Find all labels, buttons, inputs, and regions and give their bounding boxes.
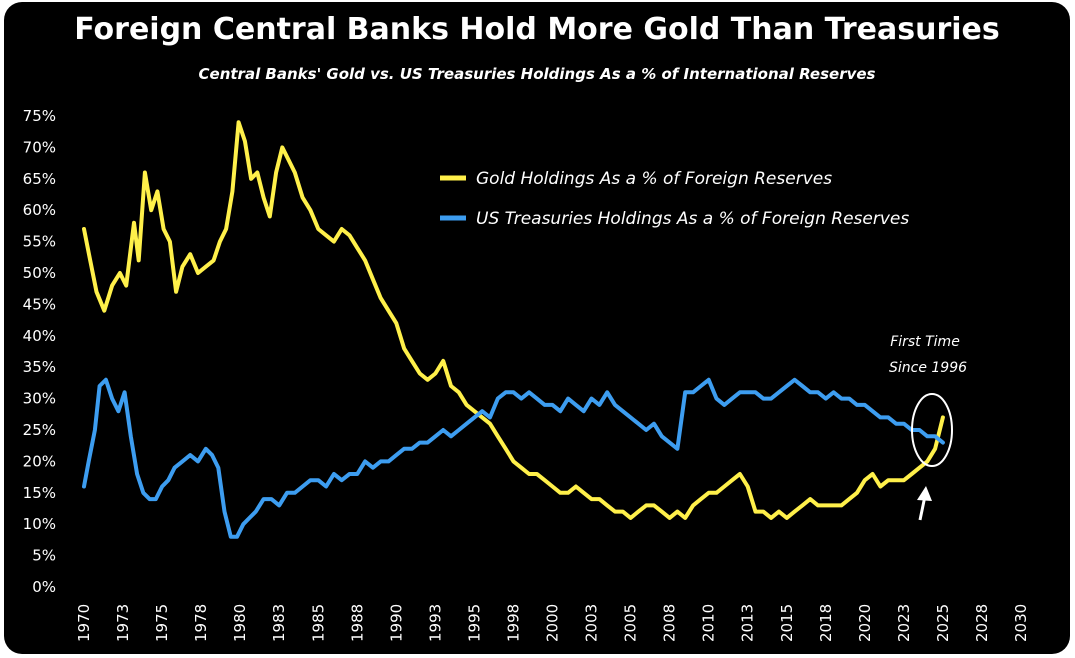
x-tick-label: 1970 xyxy=(75,604,93,642)
x-tick-label: 2010 xyxy=(700,604,718,642)
arrow-head xyxy=(917,486,932,501)
x-tick-label: 2005 xyxy=(622,604,640,642)
x-tick-label: 1990 xyxy=(387,604,405,642)
x-tick-label: 2023 xyxy=(895,604,913,642)
x-tick-label: 2000 xyxy=(544,604,562,642)
x-tick-label: 1988 xyxy=(348,604,366,642)
x-tick-label: 1995 xyxy=(465,604,483,642)
chart-panel: Foreign Central Banks Hold More Gold Tha… xyxy=(4,2,1070,654)
y-tick-label: 45% xyxy=(23,295,56,313)
y-tick-label: 35% xyxy=(23,358,56,376)
y-tick-label: 55% xyxy=(23,233,56,251)
legend-label-treasuries: US Treasuries Holdings As a % of Foreign… xyxy=(476,209,909,229)
x-tick-label: 2008 xyxy=(661,604,679,642)
legend-label-gold: Gold Holdings As a % of Foreign Reserves xyxy=(476,169,832,189)
x-tick-label: 1978 xyxy=(192,604,210,642)
x-tick-label: 1980 xyxy=(231,604,249,642)
y-tick-label: 10% xyxy=(23,515,56,533)
x-tick-label: 1975 xyxy=(153,604,171,642)
x-tick-label: 2025 xyxy=(934,604,952,642)
gold-series-line xyxy=(82,120,945,520)
y-tick-label: 70% xyxy=(23,138,56,156)
y-tick-label: 50% xyxy=(23,264,56,282)
treasuries-series-line xyxy=(82,377,945,539)
x-tick-label: 1973 xyxy=(114,604,132,642)
x-tick-label: 2028 xyxy=(973,604,991,642)
x-tick-label: 2030 xyxy=(1012,604,1030,642)
chart-subtitle: Central Banks' Gold vs. US Treasuries Ho… xyxy=(198,65,876,83)
x-axis-ticks: 1970 1973 1975 1978 1980 1983 1985 1988 1990 1993… xyxy=(75,604,1030,642)
y-tick-label: 15% xyxy=(23,484,56,502)
line-chart: 0% 5% 10% 15% 20% 25% 30% 35% 40% 45% 50% 55% 60% 65%… xyxy=(23,107,1030,642)
y-axis-ticks: 0% 5% 10% 15% 20% 25% 30% 35% 40% 45% 50% 55% 60% 65%… xyxy=(23,107,56,596)
x-tick-label: 2003 xyxy=(583,604,601,642)
x-tick-label: 2020 xyxy=(856,604,874,642)
annotation-line-1: First Time xyxy=(890,334,960,350)
legend: Gold Holdings As a % of Foreign Reserves… xyxy=(440,169,909,229)
x-tick-label: 2015 xyxy=(778,604,796,642)
annotation-line-2: Since 1996 xyxy=(889,360,967,376)
x-tick-label: 1993 xyxy=(426,604,444,642)
x-tick-label: 1998 xyxy=(504,604,522,642)
y-tick-label: 25% xyxy=(23,421,56,439)
x-tick-label: 2018 xyxy=(817,604,835,642)
x-tick-label: 1983 xyxy=(270,604,288,642)
chart-title: Foreign Central Banks Hold More Gold Tha… xyxy=(74,12,1000,47)
y-tick-label: 65% xyxy=(23,170,56,188)
y-tick-label: 60% xyxy=(23,201,56,219)
y-tick-label: 20% xyxy=(23,452,56,470)
highlight-circle xyxy=(911,393,953,467)
y-tick-label: 5% xyxy=(32,547,56,565)
x-tick-label: 1985 xyxy=(309,604,327,642)
y-tick-label: 40% xyxy=(23,327,56,345)
y-tick-label: 30% xyxy=(23,390,56,408)
annotation: First Time Since 1996 xyxy=(889,334,967,521)
y-tick-label: 75% xyxy=(23,107,56,125)
y-tick-label: 0% xyxy=(32,578,56,596)
series-lines xyxy=(82,120,945,539)
x-tick-label: 2013 xyxy=(739,604,757,642)
